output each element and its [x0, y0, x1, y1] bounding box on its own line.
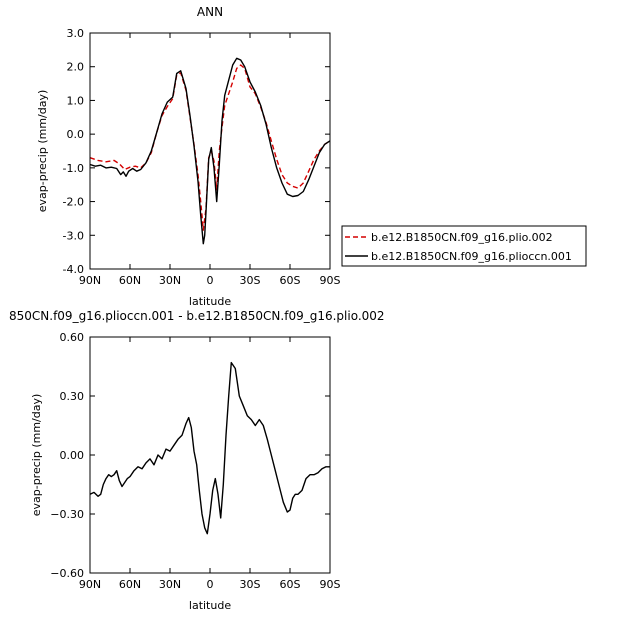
- bottom-x-axis-label: latitude: [189, 599, 231, 612]
- top-series-line-0: [89, 64, 331, 231]
- top-series-line-1: [89, 57, 331, 245]
- bottom-panel: 850CN.f09_g16.plioccn.001 - b.e12.B1850C…: [9, 309, 385, 612]
- top-x-tick-label: 90S: [320, 274, 341, 287]
- bottom-y-axis-label: evap-precip (mm/day): [30, 394, 43, 517]
- top-series-group: [89, 57, 331, 245]
- bottom-y-tick-label: 0.60: [60, 331, 85, 344]
- top-panel: ANN 90N 60N 30N 0 30S 60S 90S -4.0 -3.0 -2.0 -1.0 0…: [36, 5, 341, 308]
- top-y-tick-label: 1.0: [67, 94, 85, 107]
- top-y-tick-label: -2.0: [63, 196, 84, 209]
- bottom-series-line-0: [89, 361, 330, 535]
- legend-label-plio: b.e12.B1850CN.f09_g16.plio.002: [371, 231, 553, 244]
- bottom-x-tick-label: 90S: [320, 578, 341, 591]
- bottom-y-tick-label: 0.00: [60, 449, 85, 462]
- legend-box: [341, 225, 587, 267]
- top-x-tick-label: 0: [207, 274, 214, 287]
- bottom-series-group: [89, 361, 330, 535]
- top-y-axis-label: evap-precip (mm/day): [36, 90, 49, 213]
- top-x-tick-label: 30S: [240, 274, 261, 287]
- top-y-tick-label: -1.0: [63, 162, 84, 175]
- bottom-ticks-group: 90N 60N 30N 0 30S 60S 90S −0.60 −0.30 0.00 0.30 0.6…: [50, 331, 340, 591]
- top-ticks-group: 90N 60N 30N 0 30S 60S 90S -4.0 -3.0 -2.0 -1.0 0.0 1.…: [63, 27, 341, 287]
- bottom-y-tick-label: −0.60: [50, 567, 84, 580]
- legend-label-plioccn: b.e12.B1850CN.f09_g16.plioccn.001: [371, 250, 572, 263]
- bottom-x-tick-label: 60N: [119, 578, 141, 591]
- bottom-x-tick-label: 0: [207, 578, 214, 591]
- top-y-tick-label: 3.0: [67, 27, 85, 40]
- bottom-x-tick-label: 60S: [280, 578, 301, 591]
- bottom-x-tick-label: 30N: [159, 578, 181, 591]
- top-x-tick-label: 60S: [280, 274, 301, 287]
- bottom-chart-title: 850CN.f09_g16.plioccn.001 - b.e12.B1850C…: [9, 309, 385, 323]
- top-y-tick-label: -4.0: [63, 263, 84, 276]
- top-x-tick-label: 60N: [119, 274, 141, 287]
- bottom-plot-frame: [89, 336, 331, 574]
- bottom-y-tick-label: 0.30: [60, 390, 85, 403]
- legend: b.e12.B1850CN.f09_g16.plio.002 b.e12.B18…: [341, 225, 587, 267]
- top-x-axis-label: latitude: [189, 295, 231, 308]
- top-y-tick-label: 0.0: [67, 128, 85, 141]
- top-y-tick-label: -3.0: [63, 229, 84, 242]
- top-x-tick-label: 90N: [79, 274, 101, 287]
- top-y-tick-label: 2.0: [67, 61, 85, 74]
- bottom-x-tick-label: 30S: [240, 578, 261, 591]
- bottom-y-tick-label: −0.30: [50, 508, 84, 521]
- top-chart-title: ANN: [197, 5, 223, 19]
- bottom-x-tick-label: 90N: [79, 578, 101, 591]
- top-x-tick-label: 30N: [159, 274, 181, 287]
